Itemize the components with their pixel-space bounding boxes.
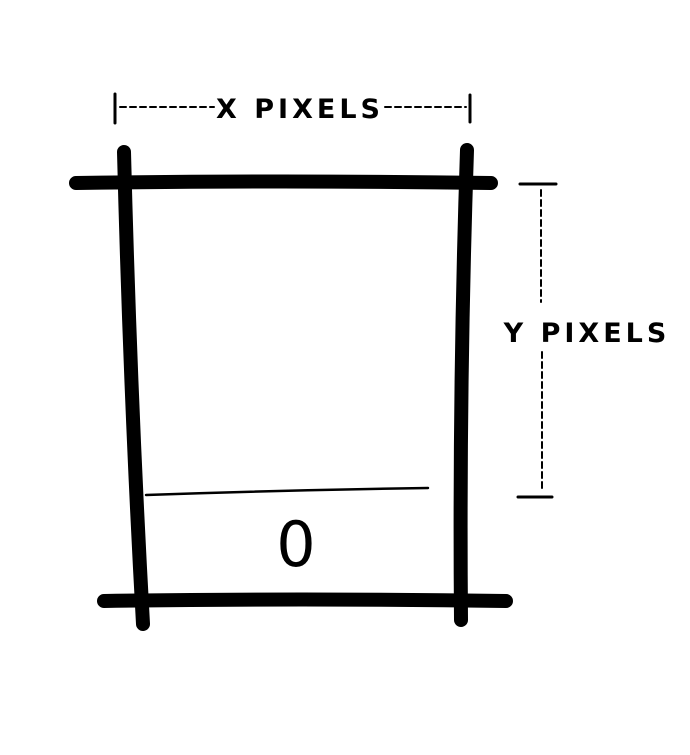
frame xyxy=(69,143,513,631)
width-dimension xyxy=(113,92,472,125)
frame-bottom-bar xyxy=(97,592,513,608)
frame-top-bar xyxy=(69,174,498,190)
height-label: Y PIXELS xyxy=(503,318,671,349)
frame-left-bar xyxy=(117,145,150,631)
width-label: X PIXELS xyxy=(216,94,384,125)
height-dimension xyxy=(516,182,558,499)
divider-line xyxy=(144,486,430,497)
bottom-cell-label: 0 xyxy=(276,508,315,581)
frame-right-bar xyxy=(453,143,474,627)
